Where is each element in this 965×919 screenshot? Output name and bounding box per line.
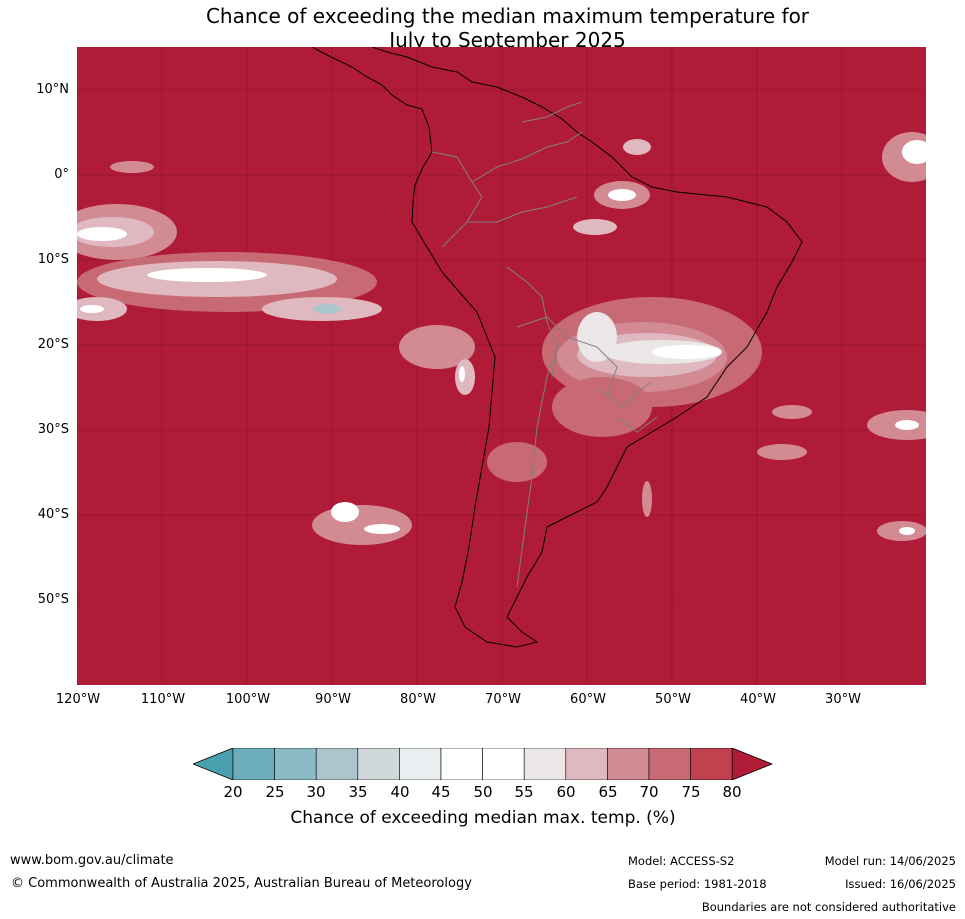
colorbar-tick-70: 70 [639,783,659,801]
colorbar-tick-40: 40 [390,783,410,801]
colorbar-bin [399,748,442,780]
graticule [77,47,926,685]
colorbar-tick-50: 50 [473,783,493,801]
probability-patches [77,132,926,545]
colorbar-tick-30: 30 [306,783,326,801]
colorbar-bin [523,748,567,780]
colorbar-bin [565,748,608,780]
lat-label-40s: 40°S [37,507,69,522]
lat-label-20s: 20°S [37,337,69,352]
colorbar-bin [690,748,733,780]
model-text: Model: ACCESS-S2 [628,854,735,868]
lon-label-30w: 30°W [825,692,861,707]
colorbar-bin [232,748,275,780]
lat-label-30s: 30°S [37,422,69,437]
colorbar-tick-55: 55 [514,783,534,801]
colorbar-bin [607,748,650,780]
lat-label-50s: 50°S [37,592,69,607]
lon-label-80w: 80°W [400,692,436,707]
colorbar-bin [648,748,691,780]
colorbar-extend-high [731,748,773,780]
colorbar-bin [357,748,400,780]
disclaimer-text: Boundaries are not considered authoritat… [701,900,956,914]
colorbar-extend-low [193,748,234,780]
colorbar-label: Chance of exceeding median max. temp. (%… [290,808,676,828]
map-title: Chance of exceeding the median maximum t… [0,4,965,52]
colorbar-tick-20: 20 [223,783,243,801]
lon-label-100w: 100°W [225,692,271,707]
lat-label-10s: 10°S [37,252,69,267]
base-period-text: Base period: 1981-2018 [628,877,767,891]
lon-label-110w: 110°W [140,692,186,707]
copyright-text: © Commonwealth of Australia 2025, Austra… [11,876,472,891]
colorbar-tick-25: 25 [265,783,285,801]
colorbar-bin [482,748,525,780]
lon-label-40w: 40°W [740,692,776,707]
model-run-text: Model run: 14/06/2025 [824,854,956,868]
coastline [311,47,803,648]
lon-label-120w: 120°W [55,692,101,707]
colorbar-bin [440,748,483,780]
map-canvas [77,47,926,685]
colorbar-tick-35: 35 [348,783,368,801]
country-borders [431,101,658,588]
colorbar-tick-60: 60 [556,783,576,801]
website-text: www.bom.gov.au/climate [10,853,174,868]
lon-label-90w: 90°W [315,692,351,707]
lon-label-50w: 50°W [655,692,691,707]
colorbar-tick-45: 45 [431,783,451,801]
issued-text: Issued: 16/06/2025 [845,877,956,891]
colorbar [193,748,773,780]
colorbar-bin [315,748,359,780]
colorbar-bin [274,748,317,780]
lat-label-10n: 10°N [36,82,69,97]
colorbar-tick-80: 80 [722,783,742,801]
colorbar-tick-75: 75 [681,783,701,801]
colorbar-tick-65: 65 [598,783,618,801]
lat-label-0: 0° [54,167,69,182]
probability-map [77,47,926,685]
lon-label-70w: 70°W [485,692,521,707]
lon-label-60w: 60°W [570,692,606,707]
title-line-1: Chance of exceeding the median maximum t… [205,4,810,28]
